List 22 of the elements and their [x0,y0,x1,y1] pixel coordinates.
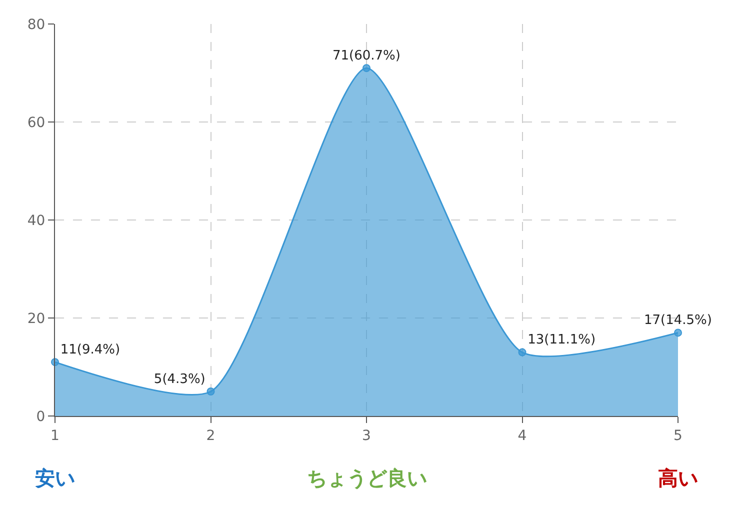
x-tick-label: 4 [518,428,527,444]
data-label: 11(9.4%) [60,342,120,358]
point [518,348,526,356]
text: ちょうど良い [307,466,427,490]
data-label: 5(4.3%) [154,372,206,387]
x-tick-label: 3 [362,428,371,444]
x-tick-label: 5 [674,428,682,444]
point [206,388,215,396]
y-tick-label: 40 [27,212,46,229]
data-label: 17(14.5%) [644,313,712,328]
point [674,328,682,337]
data-label: 13(11.1%) [528,332,596,348]
y-tick-label: 80 [27,16,46,33]
x-tick-label: 1 [50,428,60,444]
y-tick-label: 0 [36,408,46,425]
point [362,64,370,72]
y-tick-label: 20 [27,310,46,327]
text: 高い [658,466,698,490]
text: 安い [35,466,75,490]
y-tick-label: 60 [27,114,46,131]
data-label: 71(60.7%) [332,48,400,64]
x-tick-label: 2 [206,428,216,444]
